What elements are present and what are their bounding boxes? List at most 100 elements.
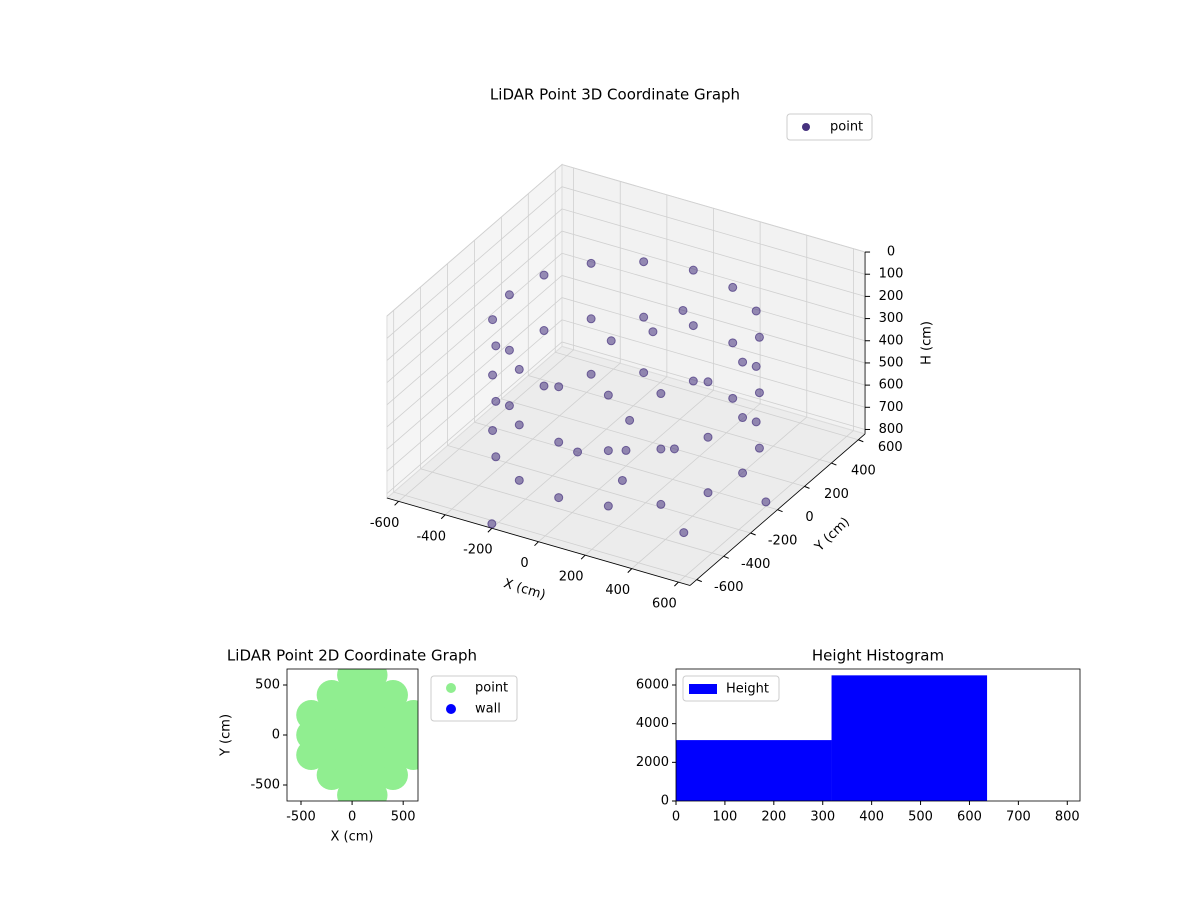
z-tick-label: 800	[879, 422, 904, 437]
point	[606, 336, 616, 346]
y-tick-label: 4000	[636, 716, 669, 731]
legend-marker	[802, 123, 810, 131]
grid-line	[538, 208, 714, 543]
x-tick-label: 600	[957, 810, 982, 825]
point	[754, 443, 764, 453]
y-tick	[831, 462, 837, 466]
y-tick	[750, 532, 756, 536]
point	[738, 413, 748, 423]
legend-marker	[446, 683, 456, 693]
point	[504, 345, 514, 355]
point	[754, 332, 764, 342]
point	[656, 444, 666, 454]
point	[377, 680, 408, 710]
bar	[676, 740, 832, 801]
point	[586, 369, 596, 379]
point	[539, 381, 549, 391]
x-tick-label: 700	[1006, 810, 1031, 825]
grid-line	[554, 170, 859, 441]
point	[728, 393, 738, 403]
point	[491, 452, 501, 462]
x-tick-label: -400	[416, 529, 446, 544]
y-tick-label: 400	[851, 464, 876, 479]
point	[554, 437, 564, 447]
point	[656, 389, 666, 399]
point	[488, 370, 498, 380]
grid-line	[386, 341, 866, 494]
x-tick	[580, 554, 586, 560]
x-tick-label: 800	[1055, 810, 1080, 825]
point	[487, 519, 497, 529]
point	[754, 388, 764, 398]
point	[514, 475, 524, 485]
point	[751, 417, 761, 427]
x-tick-label: 500	[908, 810, 933, 825]
y-tick-label: 600	[878, 440, 903, 455]
y-tick	[858, 439, 864, 443]
point	[357, 669, 388, 690]
point	[539, 270, 549, 280]
y-axis	[689, 433, 866, 586]
x-tick-label: -600	[370, 516, 400, 531]
y-tick-label: 0	[272, 728, 280, 743]
point	[491, 341, 501, 351]
point	[688, 321, 698, 331]
z-tick-label: 400	[879, 333, 904, 348]
y-tick	[723, 555, 729, 559]
x-axis	[386, 497, 691, 586]
z-tick-label: 0	[887, 245, 895, 260]
point	[514, 420, 524, 430]
point	[751, 306, 761, 316]
point	[573, 447, 583, 457]
y-tick-label: -500	[250, 778, 280, 793]
y-tick	[696, 579, 702, 583]
grid-line	[527, 193, 832, 464]
point	[656, 499, 666, 509]
point	[504, 290, 514, 300]
legend-label: point	[475, 681, 508, 696]
x-tick-label: 300	[810, 810, 835, 825]
y-tick-label: -400	[741, 557, 771, 572]
grid-line	[491, 194, 668, 529]
point	[603, 446, 613, 456]
point	[648, 327, 658, 337]
legend-marker	[446, 704, 456, 714]
point	[639, 312, 649, 322]
x-tick	[440, 514, 446, 520]
grid-line	[386, 252, 866, 406]
legend-label: Height	[726, 682, 769, 697]
grid-line	[474, 240, 778, 511]
point	[504, 401, 514, 411]
grid-line	[386, 230, 866, 383]
x-tick	[627, 568, 633, 573]
z-tick-label: 300	[879, 311, 904, 326]
point	[603, 501, 613, 511]
y-tick-label: 0	[805, 510, 813, 525]
x-tick	[674, 581, 679, 587]
point	[539, 326, 549, 336]
point	[738, 468, 748, 478]
x-tick-label: 0	[520, 556, 528, 571]
grid-line	[444, 181, 621, 516]
x-tick-label: 200	[559, 570, 584, 585]
x-tick-label: 200	[761, 810, 786, 825]
grid-line	[631, 235, 808, 569]
point	[491, 396, 501, 406]
grid-line	[386, 186, 866, 339]
legend-marker	[689, 684, 717, 694]
y-tick	[777, 509, 783, 513]
y-tick	[804, 485, 810, 489]
legend-box	[682, 675, 780, 702]
x-tick-label: 400	[859, 810, 884, 825]
y-tick-label: 200	[824, 487, 849, 502]
chart-title: LiDAR Point 3D Coordinate Graph	[490, 86, 740, 104]
z-tick-label: 500	[879, 355, 904, 370]
point	[761, 497, 771, 507]
y-tick-label: 500	[255, 678, 280, 693]
point	[688, 265, 698, 275]
grid-line	[393, 310, 697, 581]
y-axis-label: Y (cm)	[219, 714, 234, 757]
y-tick-label: 6000	[636, 678, 669, 693]
chart-title: Height Histogram	[812, 647, 944, 665]
z-axis-label: H (cm)	[920, 321, 935, 365]
